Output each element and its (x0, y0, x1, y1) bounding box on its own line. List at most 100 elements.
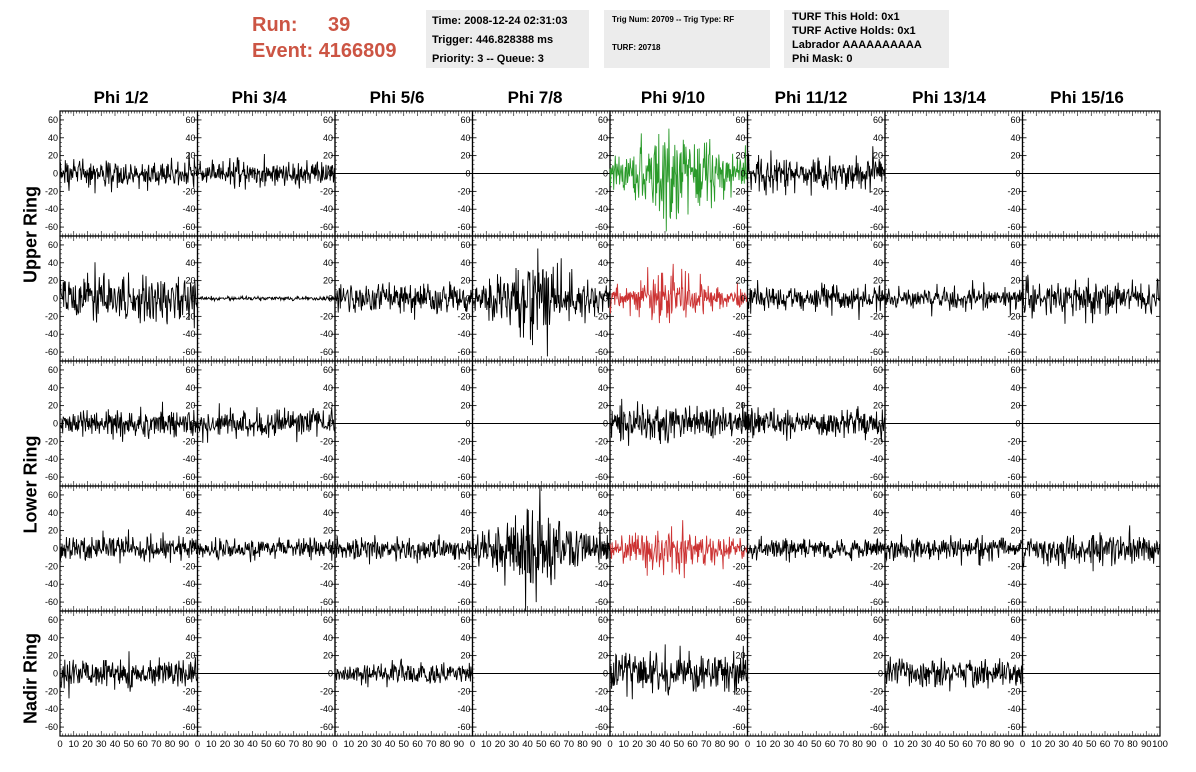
y-tick-label: -20 (182, 311, 195, 321)
y-tick-label: 60 (323, 240, 333, 250)
panel-r3-c0: 60 40 20 0 -20 -40 -60 (45, 485, 199, 612)
y-tick-label: 0 (328, 169, 333, 179)
waveform-trace (747, 146, 886, 196)
y-tick-label: 60 (598, 490, 608, 500)
waveform-trace (59, 529, 198, 564)
y-tick-label: 0 (190, 169, 195, 179)
y-tick-label: -40 (320, 329, 333, 339)
waveform-trace (1022, 274, 1161, 324)
y-tick-label: -60 (182, 472, 195, 482)
y-tick-label: 20 (185, 526, 195, 536)
y-tick-label: 60 (598, 365, 608, 375)
y-tick-label: -40 (732, 329, 745, 339)
y-tick-label: 0 (603, 544, 608, 554)
y-tick-label: -20 (1007, 186, 1020, 196)
y-tick-label: 20 (185, 276, 195, 286)
y-tick-label: 40 (323, 133, 333, 143)
panel-r1-c5: 60 40 20 0 -20 -40 -60 (732, 235, 886, 362)
y-tick-label: -60 (595, 597, 608, 607)
waveform-trace (59, 401, 198, 442)
y-tick-label: 0 (603, 419, 608, 429)
panel-r3-c6: 60 40 20 0 -20 -40 -60 (870, 485, 1024, 612)
column-header-phi-7-8: Phi 7/8 (507, 88, 563, 107)
y-tick-label: -20 (595, 186, 608, 196)
y-tick-label: -20 (1007, 561, 1020, 571)
waveform-trace (1022, 525, 1161, 572)
y-tick-label: 0 (740, 544, 745, 554)
panel-r3-c5: 60 40 20 0 -20 -40 -60 (732, 485, 886, 612)
y-tick-label: -20 (320, 186, 333, 196)
y-tick-label: 40 (1010, 508, 1020, 518)
y-tick-label: -40 (45, 579, 58, 589)
y-tick-label: 20 (598, 276, 608, 286)
y-tick-label: -40 (732, 454, 745, 464)
column-header-phi-9-10: Phi 9/10 (640, 88, 706, 107)
y-tick-label: 20 (735, 276, 745, 286)
y-tick-label: 20 (873, 401, 883, 411)
y-tick-label: 40 (48, 633, 58, 643)
panel-r1-c2: 60 40 20 0 -20 -40 -60 (320, 235, 474, 362)
y-tick-label: 20 (598, 151, 608, 161)
y-tick-label: -60 (870, 347, 883, 357)
y-tick-label: -40 (1007, 454, 1020, 464)
y-tick-label: 20 (323, 276, 333, 286)
y-tick-label: 0 (740, 294, 745, 304)
labrador-text: Labrador AAAAAAAAAA (792, 39, 922, 51)
y-tick-label: -40 (457, 204, 470, 214)
y-tick-label: 0 (53, 294, 58, 304)
y-tick-label: 60 (48, 240, 58, 250)
waveform-trace (747, 406, 886, 442)
waveform-trace (609, 520, 748, 579)
waveform-trace (197, 294, 336, 303)
y-tick-label: 40 (598, 508, 608, 518)
waveform-trace (59, 262, 198, 329)
panel-r1-c1: 60 40 20 0 -20 -40 -60 (182, 235, 336, 362)
panel-frame (1021, 235, 1161, 362)
y-tick-label: 0 (190, 419, 195, 429)
y-tick-label: 0 (53, 169, 58, 179)
y-tick-label: 20 (48, 151, 58, 161)
y-tick-label: 20 (873, 276, 883, 286)
panel-r0-c0: 60 40 20 0 -20 -40 -60 (45, 110, 199, 237)
y-tick-label: -40 (732, 579, 745, 589)
y-tick-label: 60 (185, 240, 195, 250)
y-tick-label: 60 (873, 115, 883, 125)
y-tick-label: -40 (732, 204, 745, 214)
y-tick-label: -60 (732, 472, 745, 482)
y-tick-label: -20 (1007, 436, 1020, 446)
panel-r2-c2: 60 40 20 0 -20 -40 -60 (320, 360, 474, 487)
y-tick-label: -40 (320, 454, 333, 464)
panel-r1-c3: 60 40 20 0 -20 -40 -60 (457, 235, 611, 362)
y-tick-label: -60 (1007, 347, 1020, 357)
y-tick-label: -20 (1007, 311, 1020, 321)
y-tick-label: 40 (598, 133, 608, 143)
waveform-trace (884, 534, 1023, 566)
y-tick-label: -40 (45, 454, 58, 464)
y-tick-label: 0 (465, 169, 470, 179)
panel-r0-c4: 60 40 20 0 -20 -40 -60 (595, 110, 749, 237)
y-tick-label: -60 (457, 222, 470, 232)
phi-mask-text: Phi Mask: 0 (792, 53, 853, 65)
y-tick-label: 20 (598, 526, 608, 536)
y-tick-label: -40 (182, 329, 195, 339)
y-tick-label: 40 (185, 133, 195, 143)
y-tick-label: 20 (460, 526, 470, 536)
y-tick-label: 0 (328, 419, 333, 429)
y-tick-label: 60 (48, 490, 58, 500)
run-label: Run: (252, 14, 298, 36)
y-tick-label: 40 (323, 258, 333, 268)
panel-r3-c1: 60 40 20 0 -20 -40 -60 (182, 485, 336, 612)
panel-r2-c1: 60 40 20 0 -20 -40 -60 (182, 360, 336, 487)
y-tick-label: -60 (595, 222, 608, 232)
y-tick-label: -60 (1007, 472, 1020, 482)
column-header-phi-11-12: Phi 11/12 (774, 88, 848, 107)
y-tick-label: 20 (48, 276, 58, 286)
y-tick-label: -60 (45, 472, 58, 482)
y-tick-label: -40 (595, 204, 608, 214)
y-tick-label: 0 (1015, 544, 1020, 554)
y-tick-label: 40 (735, 258, 745, 268)
y-tick-label: 40 (185, 258, 195, 268)
y-tick-label: -20 (320, 311, 333, 321)
y-tick-label: -40 (1007, 329, 1020, 339)
y-tick-label: 60 (1010, 490, 1020, 500)
